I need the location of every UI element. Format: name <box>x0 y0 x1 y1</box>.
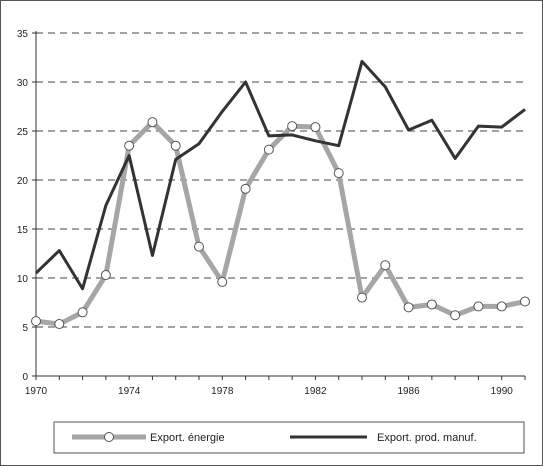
data-point-energie <box>54 319 65 330</box>
data-point-energie <box>496 301 507 312</box>
y-tick-label: 25 <box>17 127 29 138</box>
data-point-energie <box>403 302 414 313</box>
data-point-energie <box>333 168 344 179</box>
x-tick-label: 1974 <box>118 386 141 397</box>
data-point-energie <box>147 117 158 128</box>
legend-label-manuf: Export. prod. manuf. <box>377 432 477 444</box>
y-tick-label: 15 <box>17 225 29 236</box>
x-tick-label: 1990 <box>491 386 514 397</box>
series-lines <box>31 59 530 330</box>
legend: Export. énergie Export. prod. manuf. <box>53 421 525 454</box>
series-line-manuf <box>34 59 526 291</box>
data-point-energie <box>357 292 367 303</box>
y-tick-label: 20 <box>17 176 29 187</box>
data-point-energie <box>100 270 111 281</box>
data-point-energie <box>194 241 204 252</box>
data-point-energie <box>240 183 251 194</box>
legend-marker-energie <box>104 432 114 442</box>
data-point-energie <box>217 276 228 287</box>
x-tick-label: 1978 <box>211 386 234 397</box>
grid-lines <box>36 32 525 328</box>
data-point-energie <box>450 310 461 321</box>
x-tick-label: 1986 <box>397 386 420 397</box>
legend-label-energie: Export. énergie <box>150 432 225 444</box>
data-point-energie <box>124 140 135 151</box>
data-point-energie <box>473 301 484 312</box>
y-tick-label: 5 <box>22 323 28 334</box>
x-tick-label: 1970 <box>25 386 48 397</box>
y-axis-ticks: 0 5 10 15 20 25 30 35 <box>17 29 36 383</box>
data-point-energie <box>310 122 321 133</box>
y-tick-label: 0 <box>22 372 28 383</box>
data-point-energie <box>287 121 298 132</box>
data-point-energie <box>426 299 437 310</box>
data-point-energie <box>77 307 88 318</box>
data-point-energie <box>380 260 391 271</box>
y-tick-label: 30 <box>17 78 29 89</box>
series-line-energie <box>35 119 526 327</box>
x-axis-ticks: 1970 1974 1978 1982 1986 1990 <box>25 376 526 397</box>
data-point-energie <box>263 144 274 155</box>
axes <box>35 31 525 377</box>
y-tick-label: 35 <box>17 29 29 40</box>
y-tick-label: 10 <box>17 274 29 285</box>
data-point-energie <box>520 296 530 307</box>
data-point-energie <box>170 140 181 151</box>
data-point-energie <box>31 316 41 327</box>
x-tick-label: 1982 <box>304 386 327 397</box>
